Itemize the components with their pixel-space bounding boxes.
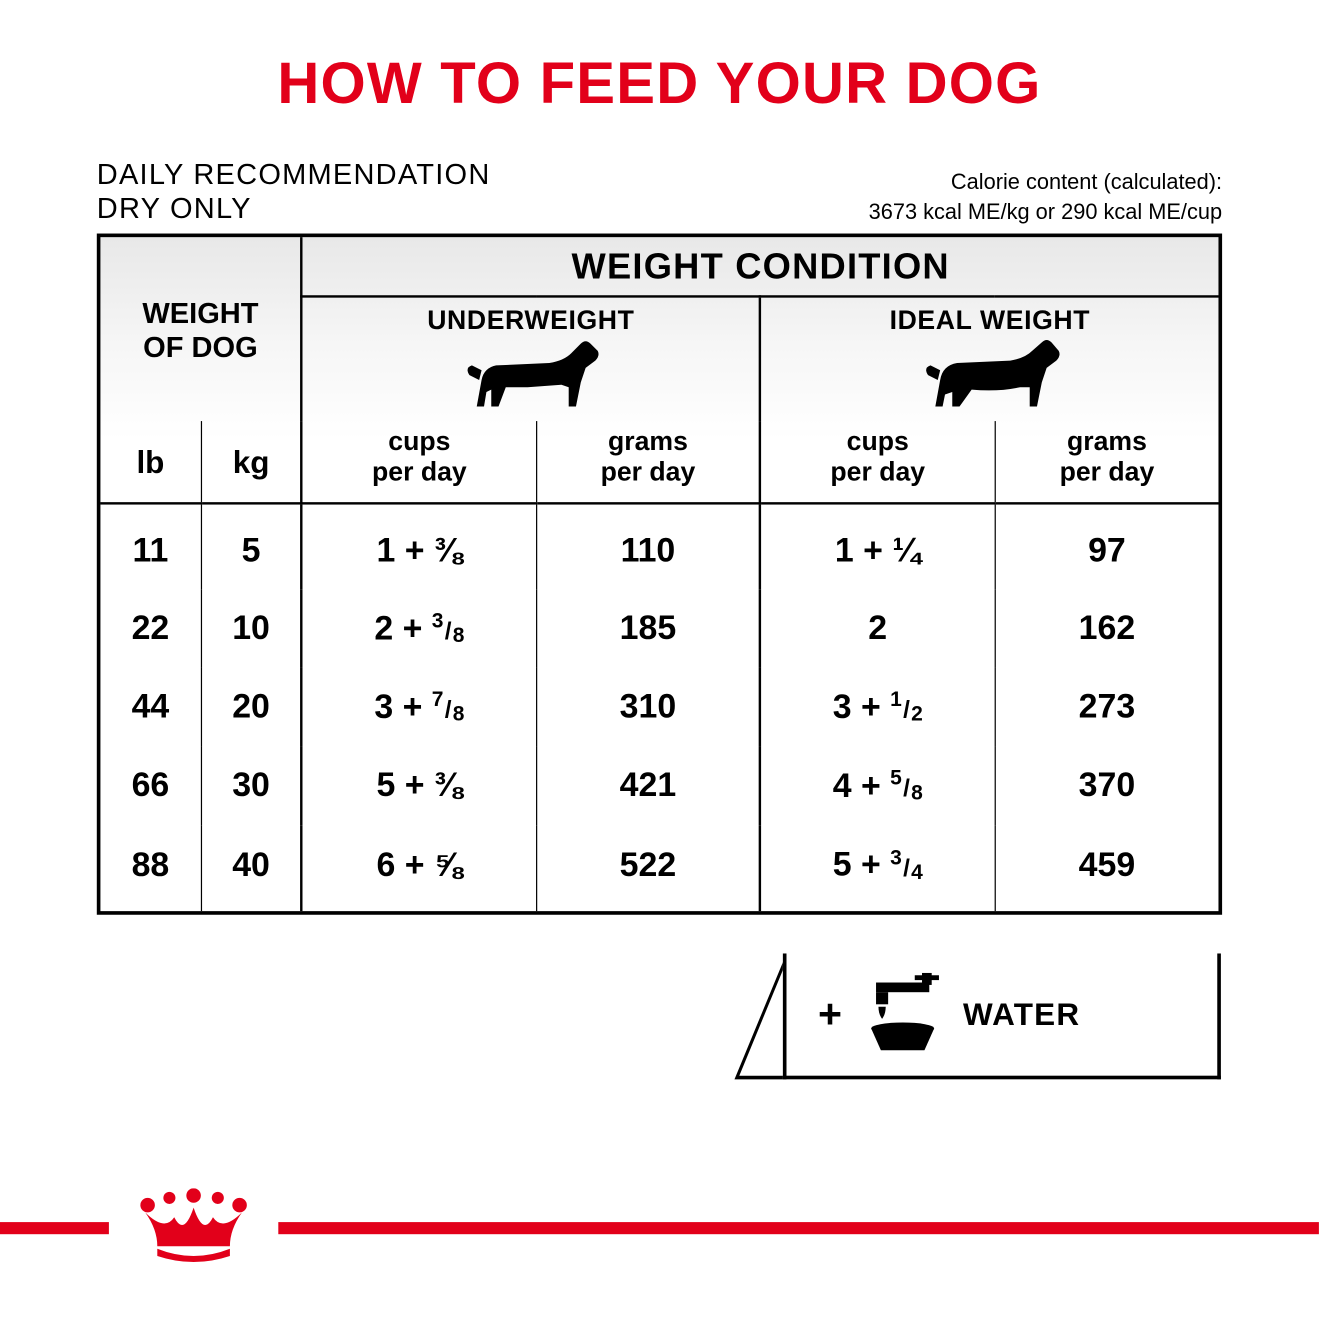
- header-uw-cups: cupsper day: [302, 421, 537, 503]
- cell-uw-grams: 421: [536, 746, 760, 825]
- meta-row: DAILY RECOMMENDATION DRY ONLY Calorie co…: [0, 117, 1319, 233]
- table-row: 88406 + ⅝5225 + 3/4459: [100, 825, 1218, 911]
- header-ideal-weight: IDEAL WEIGHT: [760, 296, 1218, 421]
- cell-kg: 10: [201, 589, 302, 668]
- table-row: 44203 + 7/83103 + 1/2273: [100, 668, 1218, 747]
- feeding-table-container: WEIGHTOF DOG WEIGHT CONDITION UNDERWEIGH…: [97, 234, 1222, 915]
- subtitle-line2: DRY ONLY: [97, 192, 491, 226]
- dog-underweight-icon: [459, 339, 602, 416]
- header-weight-of-dog: WEIGHTOF DOG: [100, 237, 301, 421]
- header-underweight-text: UNDERWEIGHT: [427, 305, 634, 335]
- dog-ideal-icon: [918, 339, 1061, 416]
- cell-iw-grams: 97: [995, 503, 1219, 589]
- cell-uw-cups: 2 + 3/8: [302, 589, 537, 668]
- water-label: WATER: [963, 996, 1080, 1034]
- cell-lb: 22: [100, 589, 201, 668]
- cell-lb: 11: [100, 503, 201, 589]
- cell-uw-grams: 185: [536, 589, 760, 668]
- water-plus: +: [818, 991, 842, 1038]
- feeding-table: WEIGHTOF DOG WEIGHT CONDITION UNDERWEIGH…: [100, 237, 1218, 911]
- header-ideal-weight-text: IDEAL WEIGHT: [890, 305, 1091, 335]
- water-triangle: [734, 953, 786, 1079]
- subtitle-line1: DAILY RECOMMENDATION: [97, 159, 491, 193]
- cell-uw-cups: 5 + ⅜: [302, 746, 537, 825]
- cell-uw-grams: 522: [536, 825, 760, 911]
- table-row: 1151 + ⅜1101 + ¼97: [100, 503, 1218, 589]
- cell-iw-cups: 4 + 5/8: [760, 746, 995, 825]
- calorie-line2: 3673 kcal ME/kg or 290 kcal ME/cup: [869, 197, 1222, 226]
- cell-iw-cups: 3 + 1/2: [760, 668, 995, 747]
- crown-logo-icon: [136, 1188, 252, 1265]
- water-box: + WATER: [783, 953, 1221, 1079]
- cell-uw-cups: 1 + ⅜: [302, 503, 537, 589]
- header-weight-of-dog-text: WEIGHTOF DOG: [142, 298, 258, 364]
- cell-kg: 40: [201, 825, 302, 911]
- table-body: 1151 + ⅜1101 + ¼9722102 + 3/818521624420…: [100, 503, 1218, 911]
- header-underweight: UNDERWEIGHT: [302, 296, 760, 421]
- cell-kg: 20: [201, 668, 302, 747]
- table-row: 66305 + ⅜4214 + 5/8370: [100, 746, 1218, 825]
- cell-kg: 5: [201, 503, 302, 589]
- header-iw-cups: cupsper day: [760, 421, 995, 503]
- water-callout: + WATER: [734, 953, 1220, 1079]
- header-weight-condition: WEIGHT CONDITION: [302, 237, 1219, 296]
- page-title: HOW TO FEED YOUR DOG: [0, 0, 1319, 117]
- cell-iw-cups: 2: [760, 589, 995, 668]
- cell-iw-grams: 459: [995, 825, 1219, 911]
- cell-iw-cups: 5 + 3/4: [760, 825, 995, 911]
- header-kg: kg: [201, 421, 302, 503]
- cell-lb: 88: [100, 825, 201, 911]
- cell-uw-grams: 110: [536, 503, 760, 589]
- daily-recommendation-label: DAILY RECOMMENDATION DRY ONLY: [97, 159, 491, 227]
- cell-kg: 30: [201, 746, 302, 825]
- cell-iw-cups: 1 + ¼: [760, 503, 995, 589]
- cell-uw-grams: 310: [536, 668, 760, 747]
- calorie-line1: Calorie content (calculated):: [869, 167, 1222, 196]
- header-uw-grams: gramsper day: [536, 421, 760, 503]
- water-tap-bowl-icon: [864, 972, 941, 1057]
- table-row: 22102 + 3/81852162: [100, 589, 1218, 668]
- cell-uw-cups: 3 + 7/8: [302, 668, 537, 747]
- header-iw-grams: gramsper day: [995, 421, 1219, 503]
- cell-lb: 66: [100, 746, 201, 825]
- cell-lb: 44: [100, 668, 201, 747]
- cell-uw-cups: 6 + ⅝: [302, 825, 537, 911]
- cell-iw-grams: 370: [995, 746, 1219, 825]
- calorie-content: Calorie content (calculated): 3673 kcal …: [869, 167, 1222, 226]
- header-lb: lb: [100, 421, 201, 503]
- cell-iw-grams: 273: [995, 668, 1219, 747]
- cell-iw-grams: 162: [995, 589, 1219, 668]
